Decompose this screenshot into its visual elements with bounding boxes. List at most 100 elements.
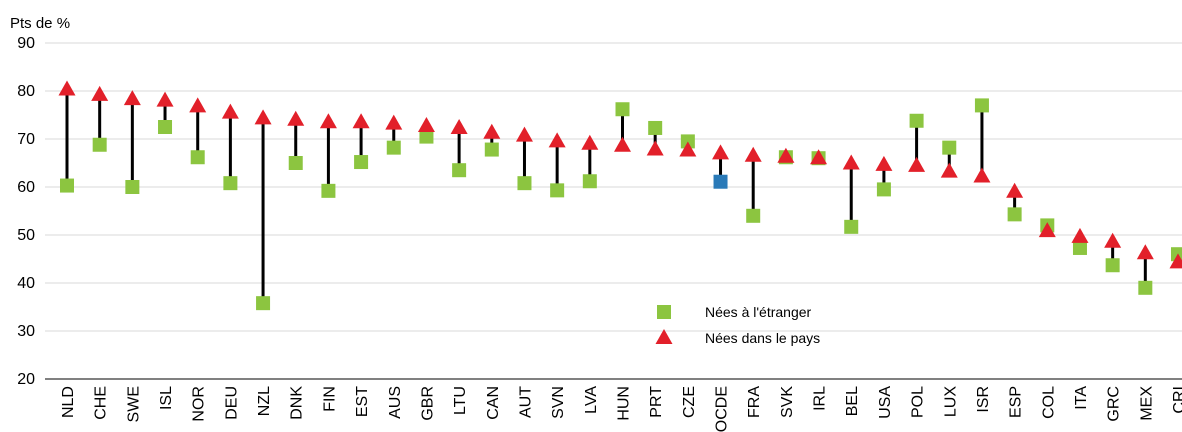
- x-tick-label: MEX: [1138, 386, 1155, 421]
- x-tick-label: EST: [354, 386, 371, 417]
- x-tick-label: DEU: [223, 386, 240, 420]
- triangle-marker: [385, 114, 403, 130]
- x-tick-label: LVA: [583, 386, 600, 414]
- square-marker: [92, 137, 107, 152]
- x-tick-label: ESP: [1008, 386, 1025, 418]
- y-tick-label: 20: [17, 371, 35, 388]
- y-tick-label: 50: [17, 227, 35, 244]
- square-marker: [223, 176, 238, 191]
- x-tick-label: COL: [1040, 386, 1057, 419]
- triangle-marker: [908, 156, 926, 172]
- square-marker: [657, 305, 671, 319]
- triangle-marker: [1169, 253, 1182, 269]
- square-marker: [1171, 247, 1182, 262]
- x-tick-label: FRA: [746, 386, 763, 418]
- x-tick-label: SVN: [550, 386, 567, 419]
- triangle-marker: [810, 149, 828, 165]
- triangle-marker: [842, 154, 860, 170]
- x-tick-label: LTU: [452, 386, 469, 415]
- square-marker: [844, 219, 859, 234]
- triangle-marker: [777, 147, 795, 163]
- x-tick-label: CZE: [681, 386, 698, 418]
- square-marker: [582, 174, 597, 189]
- triangle-marker: [1104, 232, 1122, 248]
- square-marker: [321, 183, 336, 198]
- x-tick-label: ISR: [975, 386, 992, 413]
- triangle-marker: [123, 90, 141, 106]
- triangle-marker: [875, 155, 893, 171]
- square-marker: [648, 120, 663, 135]
- square-marker: [550, 183, 565, 198]
- triangle-marker: [581, 134, 599, 150]
- square-marker: [256, 296, 271, 311]
- x-tick-label: ITA: [1073, 386, 1090, 410]
- x-tick-label: ISL: [158, 386, 175, 410]
- triangle-marker: [483, 123, 501, 139]
- square-marker: [60, 178, 74, 193]
- triangle-marker: [1038, 222, 1056, 238]
- square-marker: [876, 182, 891, 197]
- legend-label: Nées dans le pays: [705, 330, 820, 346]
- triangle-marker: [973, 167, 991, 183]
- square-marker: [190, 150, 205, 165]
- x-tick-label: NZL: [256, 386, 273, 416]
- x-tick-label: LUX: [942, 386, 959, 417]
- triangle-marker: [319, 113, 337, 129]
- triangle-marker: [352, 113, 370, 129]
- triangle-marker: [548, 132, 566, 148]
- x-tick-label: CRI: [1171, 386, 1182, 414]
- x-tick-label: DNK: [289, 386, 306, 420]
- x-tick-label: AUT: [517, 386, 534, 418]
- x-tick-label: GBR: [419, 386, 436, 421]
- square-marker: [1072, 240, 1087, 255]
- y-axis-label: Pts de %: [10, 15, 70, 32]
- x-tick-label: USA: [877, 386, 894, 419]
- square-marker: [680, 134, 695, 149]
- x-tick-label: SVK: [779, 386, 796, 418]
- square-marker: [1007, 207, 1022, 222]
- y-tick-label: 40: [17, 275, 35, 292]
- triangle-marker: [156, 91, 174, 107]
- x-tick-label: AUS: [387, 386, 404, 419]
- x-tick-label: BEL: [844, 386, 861, 416]
- square-marker: [419, 129, 434, 144]
- square-marker: [713, 174, 728, 189]
- triangle-marker: [1006, 182, 1024, 198]
- y-tick-label: 60: [17, 179, 35, 196]
- square-marker: [942, 140, 957, 155]
- square-marker: [1105, 258, 1120, 273]
- x-tick-label: SWE: [125, 386, 142, 422]
- triangle-marker: [417, 117, 435, 133]
- triangle-marker: [744, 146, 762, 162]
- triangle-marker: [646, 140, 664, 156]
- y-tick-label: 90: [17, 35, 35, 52]
- square-marker: [517, 176, 532, 191]
- x-tick-label: POL: [910, 386, 927, 418]
- square-marker: [974, 98, 989, 113]
- x-tick-label: NOR: [191, 386, 208, 422]
- x-tick-label: FIN: [321, 386, 338, 412]
- x-tick-label: CHE: [93, 386, 110, 420]
- square-marker: [288, 156, 303, 170]
- x-tick-label: OCDE: [714, 386, 731, 432]
- x-tick-label: NLD: [60, 386, 77, 418]
- x-tick-label: CAN: [485, 386, 502, 420]
- triangle-marker: [254, 109, 272, 125]
- square-marker: [386, 140, 401, 155]
- y-tick-label: 70: [17, 131, 35, 148]
- square-marker: [484, 142, 499, 157]
- triangle-marker: [287, 110, 305, 126]
- square-marker: [354, 155, 369, 170]
- triangle-marker: [712, 144, 730, 160]
- square-marker: [615, 102, 630, 117]
- x-tick-label: IRL: [812, 386, 829, 411]
- y-tick-label: 80: [17, 83, 35, 100]
- triangle-marker: [221, 103, 239, 119]
- square-marker: [909, 113, 924, 128]
- y-tick-label: 30: [17, 323, 35, 340]
- square-marker: [158, 120, 173, 134]
- legend-label: Nées à l'étranger: [705, 304, 812, 320]
- square-marker: [452, 163, 467, 178]
- x-tick-label: HUN: [616, 386, 633, 421]
